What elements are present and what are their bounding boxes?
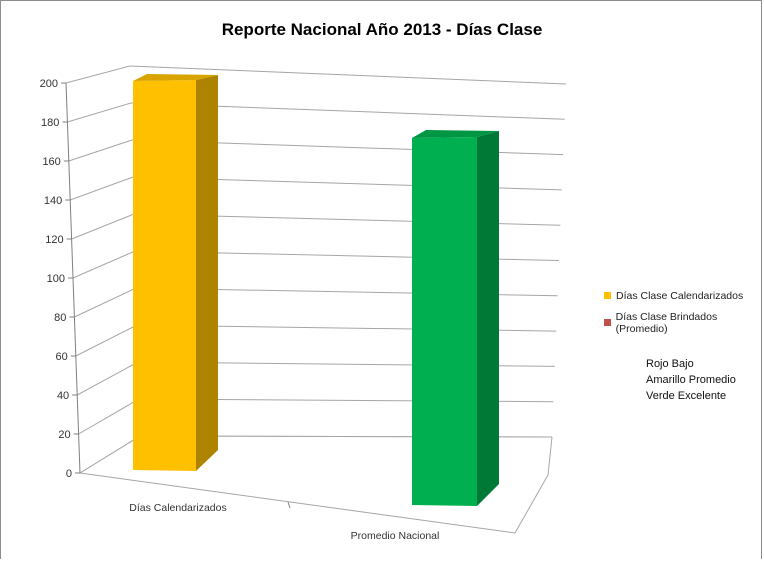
- gridline-left-160: [68, 139, 133, 162]
- x-category-label-1: Promedio Nacional: [351, 530, 440, 542]
- y-tick-label-120: 120: [45, 234, 63, 246]
- gridline-left-120: [71, 213, 135, 240]
- y-tick-label-80: 80: [54, 312, 66, 324]
- category-separator: [287, 501, 291, 509]
- gridline-left-140: [70, 176, 134, 201]
- y-tick-label-100: 100: [47, 273, 65, 285]
- gridline-left-40: [76, 361, 139, 396]
- gridline-left-180: [67, 102, 132, 123]
- x-category-label-0: Días Calendarizados: [129, 502, 226, 514]
- gridline-left-20: [78, 398, 140, 435]
- y-tick-label-160: 160: [42, 156, 60, 168]
- y-tick-label-0: 0: [66, 468, 72, 480]
- bar-front-0: [133, 80, 196, 471]
- y-tick-label-180: 180: [41, 117, 59, 129]
- floor-front-edge: [79, 436, 553, 534]
- legend-item-calendarizados: Días Clase Calendarizados: [604, 287, 764, 304]
- y-tick-label-140: 140: [44, 195, 62, 207]
- legend-item-brindados: Días Clase Brindados (Promedio): [604, 311, 764, 335]
- gridline-back-200: [129, 65, 567, 85]
- y-tick-label-20: 20: [58, 429, 70, 441]
- legend-label-calendarizados: Días Clase Calendarizados: [616, 289, 744, 302]
- gridline-left-0: [79, 435, 141, 474]
- color-key-notes: Rojo Bajo Amarillo Promedio Verde Excele…: [646, 356, 736, 404]
- legend-swatch-calendarizados: [604, 292, 611, 299]
- note-amarillo: Amarillo Promedio: [646, 374, 736, 386]
- gridline-left-80: [74, 287, 137, 318]
- bar-side-0: [196, 75, 218, 471]
- gridline-left-60: [75, 324, 138, 357]
- gridline-left-200: [65, 65, 131, 84]
- bar-front-1: [412, 137, 477, 506]
- note-rojo: Rojo Bajo: [646, 358, 694, 370]
- chart-title: Reporte Nacional Año 2013 - Días Clase: [221, 20, 543, 39]
- legend-swatch-brindados: [604, 319, 611, 326]
- y-axis-line: [65, 82, 81, 474]
- note-verde: Verde Excelente: [646, 390, 727, 402]
- legend: Días Clase Calendarizados Días Clase Bri…: [604, 287, 764, 341]
- y-tick-label-60: 60: [56, 351, 68, 363]
- bar-side-1: [477, 131, 499, 506]
- bar-top-0: [133, 74, 218, 81]
- bar-top-1: [412, 130, 499, 138]
- gridline-left-100: [72, 250, 136, 279]
- legend-label-brindados: Días Clase Brindados (Promedio): [615, 310, 718, 335]
- y-tick-label-200: 200: [40, 78, 58, 90]
- y-tick-label-40: 40: [57, 390, 69, 402]
